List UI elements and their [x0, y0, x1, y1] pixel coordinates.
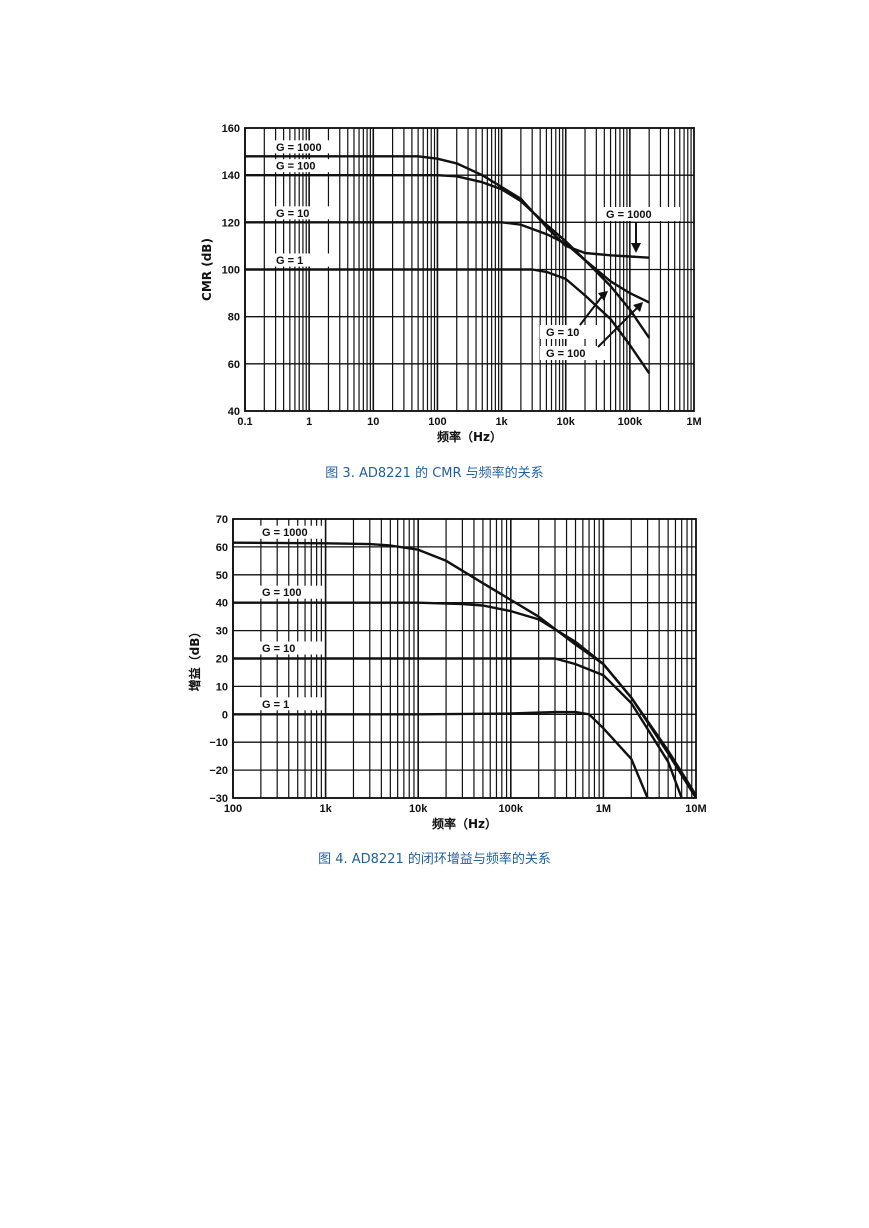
chart4-series-g-10	[233, 657, 683, 799]
chart4-xtick-label: 1k	[319, 803, 332, 815]
chart3-ytick-label: 60	[228, 359, 240, 371]
chart3-annotation-arrow	[597, 306, 639, 348]
chart3-xtick-label: 100	[428, 416, 446, 428]
chart4-legend-g-100: G = 100	[258, 585, 324, 599]
chart3-series-g-1	[245, 268, 651, 374]
chart4-series-g-100	[233, 601, 698, 799]
chart4-legend-box	[258, 585, 324, 599]
chart3-ytick-label: 140	[222, 170, 240, 182]
chart4-legend-g-10: G = 10	[258, 641, 324, 655]
chart4-ytick-label: 0	[222, 709, 228, 721]
chart3-legend-box	[272, 253, 338, 267]
chart3-legend-label: G = 1000	[276, 142, 322, 154]
chart3-ytick-label: 100	[222, 265, 240, 277]
chart3-xtick-label: 100k	[618, 416, 643, 428]
chart3-annotation-label: G = 10	[546, 327, 579, 339]
chart3-y-axis-label: CMR (dB)	[200, 238, 214, 301]
chart4-xtick-label: 10M	[685, 803, 706, 815]
chart4-ytick-label: 60	[216, 542, 228, 554]
chart3-annotation-arrow	[579, 294, 604, 326]
chart4-ytick-label: −10	[209, 737, 228, 749]
chart3-series-g-1000	[245, 155, 650, 259]
chart3-annotation-label: G = 100	[546, 348, 585, 360]
chart3-series-g-10	[245, 221, 651, 339]
chart4-xtick-label: 10k	[409, 803, 428, 815]
chart4-ytick-label: −30	[209, 793, 228, 805]
chart4-legend-label: G = 100	[262, 587, 301, 599]
chart4-y-axis-label: 增益（dB）	[187, 626, 202, 692]
chart3-xtick-label: 10k	[557, 416, 576, 428]
chart4-ytick-label: 50	[216, 570, 228, 582]
chart4-xtick-label: 1M	[596, 803, 611, 815]
chart4-ytick-label: 70	[216, 514, 228, 526]
chart3-ytick-label: 80	[228, 312, 240, 324]
chart3-ytick-label: 160	[222, 123, 240, 135]
chart4-legend-label: G = 10	[262, 643, 295, 655]
gain-chart: G = 1000 G = 100 G = 10 G = 1 100 1k 10k 100k 1M…	[0, 505, 869, 840]
chart3-legend-g-100: G = 100	[272, 159, 338, 173]
chart4-ytick-label: −20	[209, 765, 228, 777]
chart4-legend-box	[258, 525, 324, 539]
chart3-xtick-label: 1M	[686, 416, 701, 428]
chart4-legend-box	[258, 697, 324, 711]
chart4-legend-g-1: G = 1	[258, 697, 324, 711]
chart3-legend-box	[272, 140, 338, 154]
cmr-chart: G = 1000 G = 100 G = 10 G = 1 0.1 1 10 100 1k 10k…	[0, 115, 869, 460]
cmr-chart-caption: 图 3. AD8221 的 CMR 与频率的关系	[325, 466, 544, 481]
chart4-legend-label: G = 1	[262, 699, 289, 711]
chart3-series-g-100	[245, 174, 650, 304]
chart3-annotation-g100: G = 100	[540, 302, 643, 360]
chart4-series-g-1000	[232, 541, 698, 796]
chart4-series-g-1	[233, 710, 649, 799]
chart4-x-axis-label: 频率（Hz）	[432, 816, 497, 831]
chart3-xtick-label: 1	[306, 416, 312, 428]
chart3-annotation-g10: G = 10	[540, 291, 608, 339]
chart3-legend-box	[272, 206, 338, 220]
chart3-annotation-label: G = 1000	[606, 209, 652, 221]
chart3-annotation-box	[602, 207, 680, 221]
chart3-annotation-box	[540, 346, 606, 360]
chart3-legend-label: G = 100	[276, 161, 315, 173]
chart3-ytick-label: 120	[222, 217, 240, 229]
chart3-legend-box	[272, 159, 338, 173]
chart4-ytick-label: 40	[216, 598, 228, 610]
chart3-legend-g-10: G = 10	[272, 206, 338, 220]
chart4-xtick-label: 100k	[499, 803, 524, 815]
chart3-legend-g-1: G = 1	[272, 253, 338, 267]
chart4-legend-g-1000: G = 1000	[258, 525, 324, 539]
chart3-legend-g-1000: G = 1000	[272, 140, 338, 154]
chart3-xtick-label: 0.1	[237, 416, 252, 428]
chart3-annotation-arrowhead	[633, 302, 643, 312]
chart3-annotation-arrowhead	[598, 291, 608, 301]
chart4-legend-label: G = 1000	[262, 527, 308, 539]
cmr-chart-svg: G = 1000 G = 100 G = 10 G = 1 0.1 1 10 100 1k 10k…	[200, 123, 702, 444]
chart4-xtick-label: 100	[224, 803, 242, 815]
chart4-ytick-label: 20	[216, 654, 228, 666]
chart3-legend-label: G = 1	[276, 255, 303, 267]
chart3-ytick-label: 40	[228, 406, 240, 418]
chart4-ytick-label: 10	[216, 681, 228, 693]
chart3-legend-label: G = 10	[276, 208, 309, 220]
chart3-annotation-g1000: G = 1000	[602, 207, 680, 253]
chart3-x-axis-label: 频率（Hz）	[437, 429, 502, 444]
gain-chart-caption: 图 4. AD8221 的闭环增益与频率的关系	[318, 852, 551, 867]
chart3-xtick-label: 10	[367, 416, 379, 428]
chart3-annotation-arrowhead	[631, 243, 641, 253]
chart4-legend-box	[258, 641, 324, 655]
chart3-annotation-box	[540, 325, 602, 339]
chart3-xtick-label: 1k	[495, 416, 508, 428]
chart4-ytick-label: 30	[216, 626, 228, 638]
